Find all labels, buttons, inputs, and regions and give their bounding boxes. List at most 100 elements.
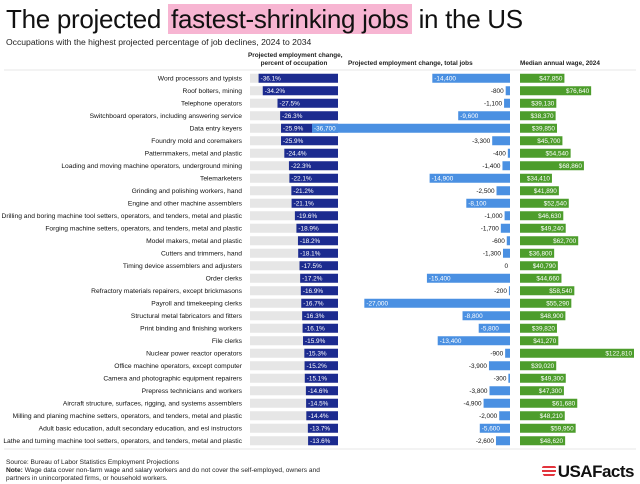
total-label: -400 bbox=[493, 151, 506, 158]
total-bar bbox=[426, 273, 510, 283]
pct-bar bbox=[296, 223, 338, 233]
pct-label: -19.6% bbox=[297, 213, 318, 220]
occupation-label: Engine and other machine assemblers bbox=[128, 201, 243, 208]
page-title: The projected fastest-shrinking jobs in … bbox=[6, 4, 523, 34]
pct-bar bbox=[307, 423, 338, 433]
wage-bar bbox=[520, 148, 571, 158]
total-bar bbox=[504, 98, 510, 108]
occupation-label: Structural metal fabricators and fitters bbox=[131, 313, 243, 320]
pct-bar bbox=[281, 123, 338, 133]
total-bar bbox=[462, 311, 510, 321]
wage-bar bbox=[520, 211, 564, 221]
total-label: -1,100 bbox=[484, 101, 503, 108]
total-label: -300 bbox=[494, 376, 507, 383]
wage-bar bbox=[520, 261, 558, 271]
occupation-label: Adult basic education, adult secondary e… bbox=[39, 426, 243, 433]
total-bar bbox=[489, 386, 510, 396]
wage-bar bbox=[520, 323, 557, 333]
footer-note-label: Note: bbox=[6, 467, 23, 474]
wage-bar bbox=[520, 248, 555, 258]
occupation-label: Nuclear power reactor operators bbox=[146, 351, 243, 358]
occupation-label: Foundry mold and coremakers bbox=[151, 138, 242, 145]
title-pre: The projected bbox=[6, 4, 169, 34]
wage-label: $58,540 bbox=[549, 288, 573, 295]
total-label: -8,100 bbox=[468, 201, 487, 208]
occupation-label: Prepress technicians and workers bbox=[142, 388, 243, 395]
wage-label: $39,820 bbox=[532, 326, 556, 333]
pct-bar bbox=[277, 98, 338, 108]
header-pct-line2: percent of occupation bbox=[260, 60, 328, 67]
pct-label: -36.1% bbox=[261, 76, 282, 83]
total-label: -3,800 bbox=[469, 388, 488, 395]
pct-track bbox=[250, 323, 338, 333]
wage-bar bbox=[520, 136, 563, 146]
wage-bar bbox=[520, 198, 569, 208]
pct-label: -22.1% bbox=[291, 176, 312, 183]
wage-label: $46,630 bbox=[538, 213, 562, 220]
total-bar bbox=[478, 323, 510, 333]
pct-label: -18.2% bbox=[300, 238, 321, 245]
wage-label: $44,660 bbox=[536, 276, 560, 283]
wage-label: $47,300 bbox=[539, 388, 563, 395]
pct-label: -16.3% bbox=[304, 313, 325, 320]
pct-bar bbox=[297, 236, 338, 246]
total-bar bbox=[505, 86, 510, 96]
occupation-label: Cutters and trimmers, hand bbox=[161, 251, 242, 258]
pct-label: -18.1% bbox=[300, 251, 321, 258]
pct-track bbox=[250, 236, 338, 246]
total-label: -9,600 bbox=[460, 113, 479, 120]
pct-bar bbox=[302, 311, 338, 321]
pct-bar bbox=[308, 436, 338, 446]
pct-label: -13.7% bbox=[310, 426, 331, 433]
wage-bar bbox=[520, 223, 566, 233]
pct-label: -26.3% bbox=[282, 113, 303, 120]
occupation-label: Lathe and turning machine tool setters, … bbox=[3, 438, 242, 445]
total-bar bbox=[502, 161, 510, 171]
wage-bar bbox=[520, 373, 566, 383]
pct-label: -14.6% bbox=[308, 388, 329, 395]
occupation-label: Drilling and boring machine tool setters… bbox=[1, 213, 242, 220]
wage-bar bbox=[520, 186, 559, 196]
usafacts-logo: USAFacts bbox=[541, 462, 635, 482]
occupation-label: Switchboard operators, including answeri… bbox=[90, 113, 243, 120]
pct-label: -17.2% bbox=[302, 276, 323, 283]
wage-label: $41,890 bbox=[534, 188, 558, 195]
pct-bar bbox=[262, 86, 338, 96]
total-bar bbox=[312, 123, 510, 133]
total-label: -800 bbox=[491, 88, 504, 95]
total-bar bbox=[508, 286, 510, 296]
title-post: in the US bbox=[411, 4, 524, 34]
header-wage: Median annual wage, 2024 bbox=[520, 60, 600, 67]
total-label: -14,900 bbox=[432, 176, 454, 183]
wage-bar bbox=[520, 86, 592, 96]
total-label: -600 bbox=[492, 238, 505, 245]
total-label: -1,400 bbox=[482, 163, 501, 170]
occupation-label: Patternmakers, metal and plastic bbox=[145, 151, 243, 158]
pct-track bbox=[250, 273, 338, 283]
total-label: -27,000 bbox=[366, 301, 388, 308]
pct-label: -15.1% bbox=[307, 376, 328, 383]
pct-bar bbox=[294, 211, 338, 221]
total-label: -13,400 bbox=[440, 338, 462, 345]
wage-label: $52,540 bbox=[544, 201, 568, 208]
total-label: -2,600 bbox=[476, 438, 495, 445]
total-label: -5,600 bbox=[482, 426, 501, 433]
pct-track bbox=[250, 373, 338, 383]
total-bar bbox=[364, 298, 510, 308]
pct-bar bbox=[306, 411, 338, 421]
wage-bar bbox=[520, 361, 557, 371]
footer-notes: Source: Bureau of Labor Statistics Emplo… bbox=[6, 459, 336, 483]
occupation-label: Telephone operators bbox=[181, 101, 243, 108]
wage-bar bbox=[520, 348, 634, 358]
pct-track bbox=[250, 348, 338, 358]
occupation-label: Office machine operators, except compute… bbox=[114, 363, 243, 370]
total-label: -1,700 bbox=[481, 226, 500, 233]
occupation-label: Print binding and finishing workers bbox=[140, 326, 243, 333]
footer-note: Note: Wage data cover non-farm wage and … bbox=[6, 467, 336, 483]
pct-label: -18.9% bbox=[298, 226, 319, 233]
total-bar bbox=[496, 186, 510, 196]
pct-bar bbox=[300, 273, 338, 283]
pct-label: -16.7% bbox=[303, 301, 324, 308]
pct-label: -25.9% bbox=[283, 138, 304, 145]
